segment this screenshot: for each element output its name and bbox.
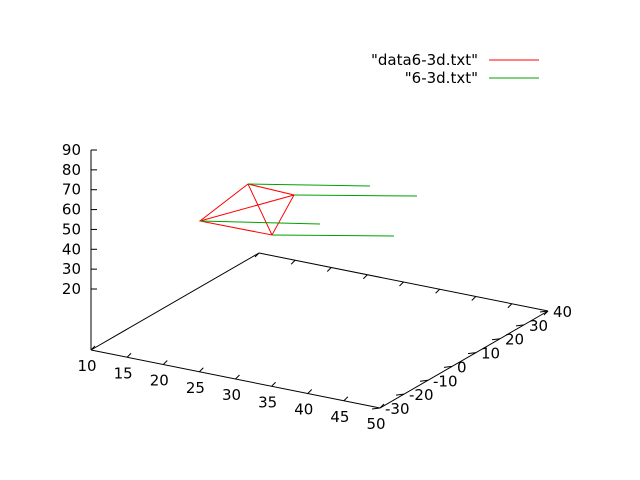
y-tick — [515, 324, 525, 327]
x-tick-label: 35 — [258, 393, 277, 411]
x-tick — [235, 374, 240, 380]
y-tick — [371, 407, 381, 410]
x-tick-back — [254, 252, 260, 258]
z-tick-label: 70 — [62, 181, 81, 199]
x-tick — [199, 367, 204, 373]
y-tick — [467, 352, 477, 355]
x-tick-back — [363, 274, 368, 280]
series-2-line — [199, 220, 321, 225]
x-tick — [343, 396, 349, 402]
x-tick — [90, 345, 96, 351]
x-tick-label: 10 — [77, 357, 96, 375]
x-tick-label: 20 — [150, 372, 169, 390]
tick-marks — [90, 149, 549, 410]
z-tick-label: 30 — [62, 260, 81, 278]
y-tick-label: 30 — [529, 317, 548, 335]
y-axis-line — [379, 310, 549, 409]
z-tick-label: 60 — [62, 201, 81, 219]
y-tick-labels: -30-20-100 10 20 30 40 — [385, 303, 572, 418]
z-tick-label: 50 — [62, 220, 81, 238]
series-1-line — [198, 183, 295, 236]
x-tick-back — [290, 259, 296, 265]
z-tick-label: 40 — [62, 240, 81, 258]
x-tick — [307, 389, 313, 394]
x-tick-label: 50 — [366, 415, 385, 433]
y-tick-label: 0 — [457, 358, 467, 376]
x-tick-label: 40 — [294, 401, 313, 419]
x-tick-back — [543, 310, 549, 316]
x-tick-label: 30 — [222, 386, 241, 404]
y-tick — [539, 310, 549, 313]
y-tick-label: 40 — [553, 303, 572, 321]
y-tick-label: -10 — [433, 372, 458, 390]
x-tick-label: 15 — [114, 364, 133, 382]
y-tick — [491, 338, 501, 341]
x-tick — [379, 403, 385, 409]
legend-label-series-2: "6-3d.txt" — [405, 69, 478, 87]
z-tick-label: 80 — [62, 161, 81, 179]
series-2-line — [293, 194, 418, 197]
y-tick-label: -30 — [385, 400, 410, 418]
x-tick-labels: 10 15 20 25 30 35 40 45 50 — [77, 357, 385, 433]
legend-label-series-1: "data6-3d.txt" — [371, 51, 478, 69]
y-tick — [395, 393, 405, 396]
y-tick-label: 20 — [505, 331, 524, 349]
y-tick — [443, 365, 453, 368]
legend: "data6-3d.txt" "6-3d.txt" — [371, 51, 539, 87]
x-tick — [162, 360, 168, 365]
y-tick — [419, 379, 429, 382]
x-tick-back — [399, 281, 404, 287]
z-tick-label: 90 — [62, 141, 81, 159]
z-tick-label: 20 — [62, 280, 81, 298]
axes-frame — [90, 150, 549, 409]
y-tick-label: 10 — [481, 345, 500, 363]
series-2-line — [247, 183, 371, 187]
x-tick-back — [435, 288, 440, 294]
series-1-line — [199, 194, 295, 222]
x-tick — [126, 352, 132, 358]
series-2-line — [271, 234, 395, 237]
x-tick-label: 25 — [186, 379, 205, 397]
x-tick-back — [471, 296, 477, 301]
data-series — [198, 183, 418, 237]
x-tick — [271, 381, 276, 387]
y-tick-label: -20 — [409, 386, 434, 404]
x-tick-back — [326, 267, 332, 272]
x-tick-back — [507, 303, 513, 309]
back-edge-left — [90, 252, 260, 351]
x-tick-label: 45 — [330, 408, 349, 426]
